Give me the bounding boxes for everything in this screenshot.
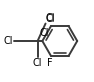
Text: F: F: [47, 58, 53, 68]
Text: Cl: Cl: [4, 36, 13, 46]
Text: Cl: Cl: [46, 13, 55, 23]
Text: Cl: Cl: [33, 58, 42, 68]
Text: Cl: Cl: [39, 28, 49, 38]
Text: Cl: Cl: [45, 14, 55, 24]
